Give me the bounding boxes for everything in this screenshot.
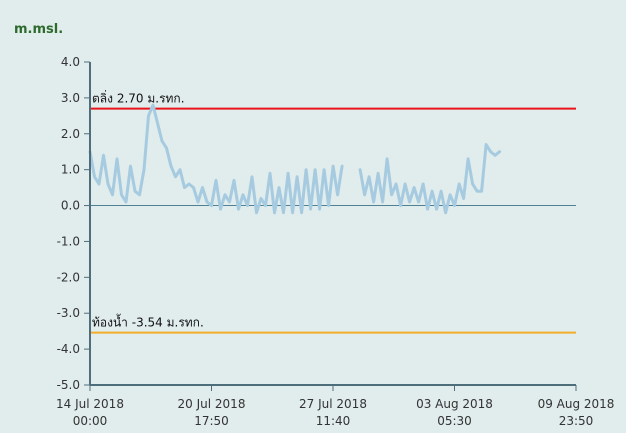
reference-line-label: ตลิ่ง 2.70 ม.รทก.	[92, 90, 185, 106]
x-tick-label-time: 23:50	[559, 414, 594, 428]
x-tick-label-date: 03 Aug 2018	[416, 397, 493, 411]
x-tick-label-date: 09 Aug 2018	[538, 397, 615, 411]
y-tick-label: -2.0	[57, 270, 80, 284]
x-tick-label-date: 27 Jul 2018	[299, 397, 367, 411]
x-tick-label-time: 17:50	[194, 414, 229, 428]
reference-layer: ตลิ่ง 2.70 ม.รทก. ท้องน้ำ -3.54 ม.รทก.	[90, 90, 576, 334]
water-level-series-line	[88, 103, 502, 215]
x-tick-label-time: 05:30	[437, 414, 472, 428]
y-tick-label: -3.0	[57, 306, 80, 320]
series-layer	[88, 103, 502, 215]
axis-layer	[89, 62, 576, 386]
y-tick-label: 3.0	[61, 91, 80, 105]
y-unit-label: m.msl.	[14, 22, 63, 37]
x-tick-label-time: 00:00	[73, 414, 108, 428]
y-tick-label: 4.0	[61, 55, 80, 69]
tick-layer: 4.0 3.0 2.0 1.0 0.0 -1.0 -2.0 -3.0 -4.0 -5.0 14 Ju…	[56, 55, 614, 428]
y-tick-label: 0.0	[61, 199, 80, 213]
y-tick-label: -4.0	[57, 342, 80, 356]
x-tick-label-date: 20 Jul 2018	[178, 397, 246, 411]
y-tick-label: 2.0	[61, 127, 80, 141]
x-tick-label-date: 14 Jul 2018	[56, 397, 124, 411]
y-tick-label: -5.0	[57, 378, 80, 392]
y-tick-label: -1.0	[57, 234, 80, 248]
reference-line-label: ท้องน้ำ -3.54 ม.รทก.	[92, 314, 204, 330]
x-tick-label-time: 11:40	[316, 414, 351, 428]
y-tick-label: 1.0	[61, 163, 80, 177]
